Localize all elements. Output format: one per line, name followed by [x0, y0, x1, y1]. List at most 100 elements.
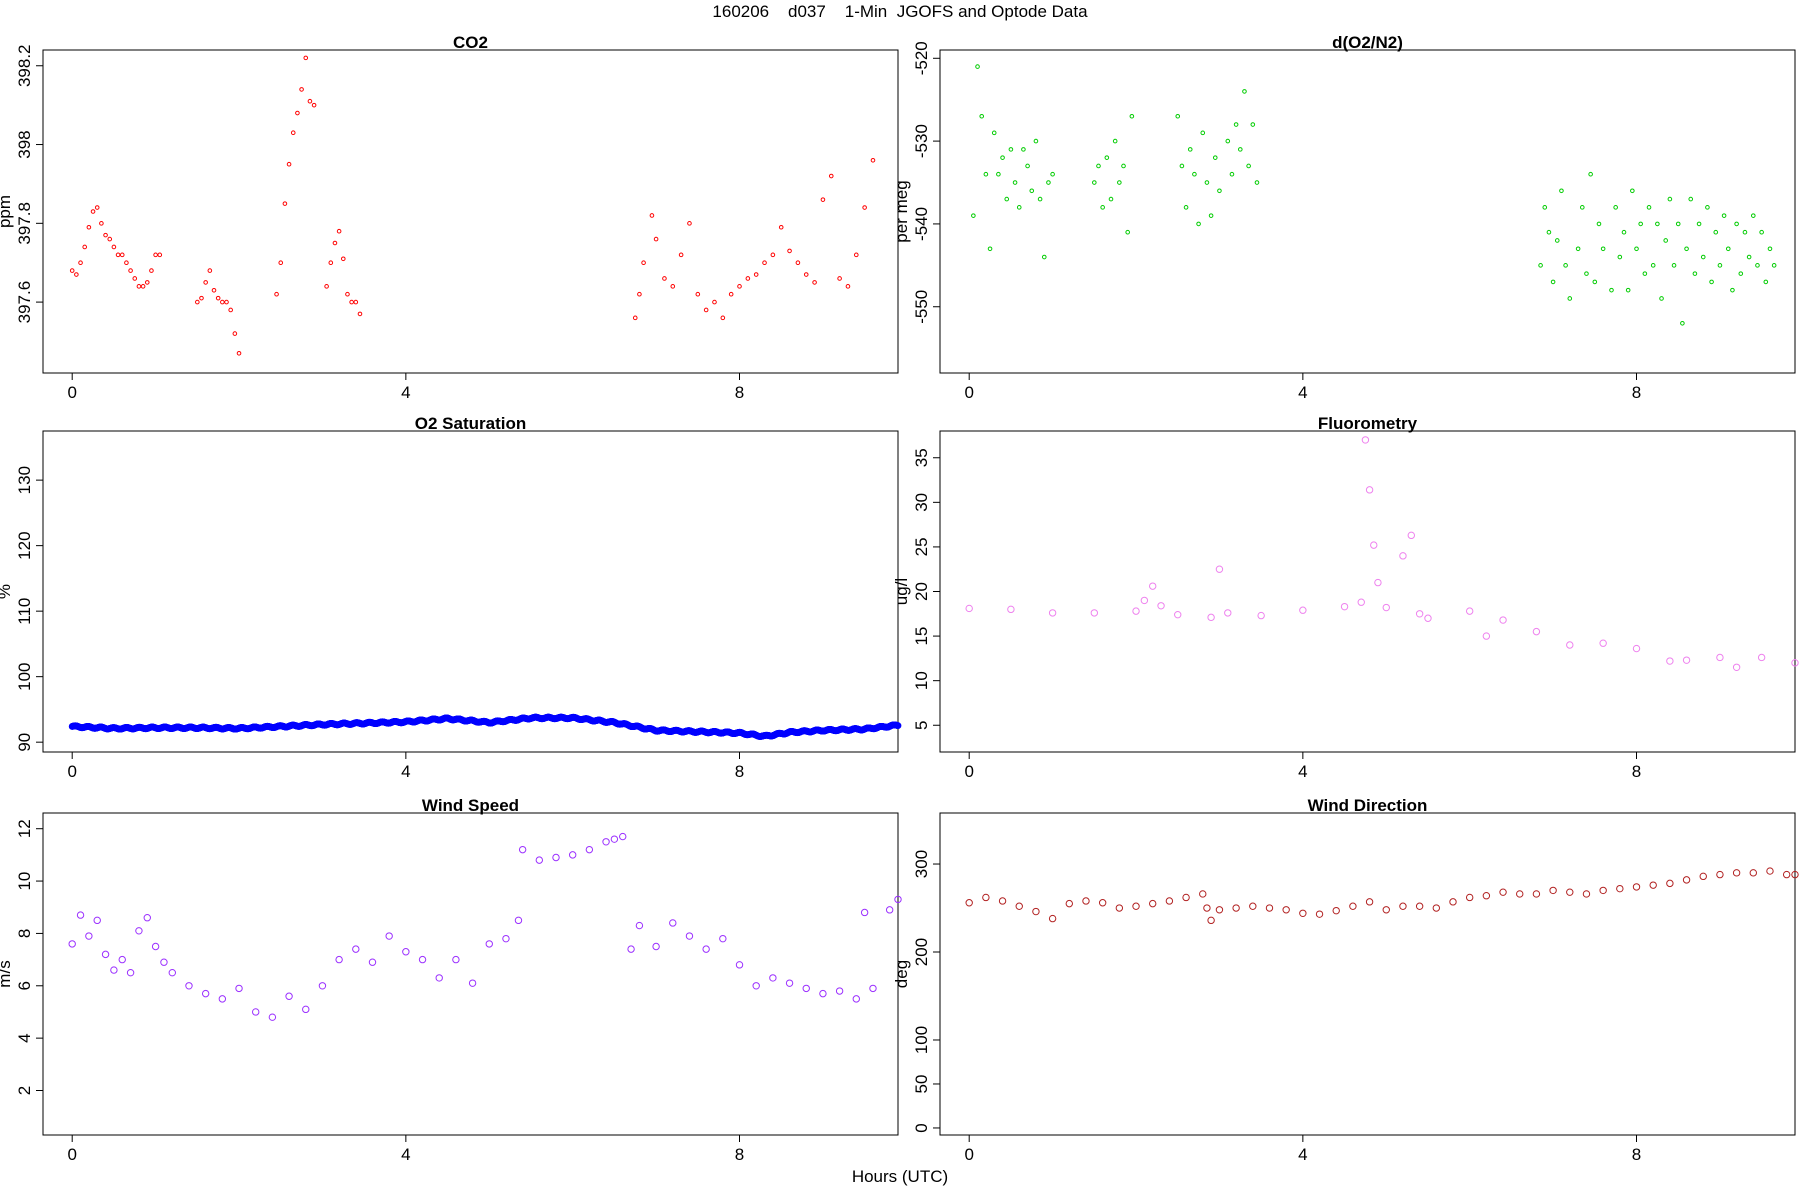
- do2n2-point-57: [1575, 246, 1581, 252]
- winddir-point-28: [1399, 902, 1407, 910]
- winddir-point-36: [1532, 890, 1541, 898]
- do2n2-point-40: [1217, 188, 1222, 194]
- fluor-y-tick-label-4: 25: [912, 537, 931, 556]
- co2-point-57: [662, 276, 667, 281]
- winddir-point-50: [1766, 867, 1774, 875]
- windspeed-point-35: [535, 856, 544, 864]
- winddir-point-18: [1232, 904, 1240, 912]
- do2n2-point-11: [1016, 205, 1022, 210]
- fluor-point-22: [1407, 531, 1415, 540]
- co2-point-40: [303, 55, 309, 61]
- winddir-point-14: [1199, 890, 1207, 898]
- winddir-point-15: [1203, 904, 1211, 912]
- fluor-point-7: [1157, 602, 1165, 610]
- do2n2-point-34: [1192, 171, 1197, 177]
- do2n2-point-23: [1104, 155, 1110, 160]
- windspeed-point-14: [201, 989, 210, 998]
- winddir-y-axis-label: deg: [892, 960, 911, 988]
- do2n2-point-13: [1025, 163, 1030, 169]
- co2-point-70: [770, 252, 776, 258]
- co2-point-30: [228, 307, 233, 313]
- do2n2-point-38: [1208, 213, 1214, 218]
- o2sat-y-tick-label-3: 120: [15, 531, 34, 559]
- co2-point-9: [107, 236, 113, 242]
- co2-point-1: [74, 272, 79, 277]
- co2-point-2: [78, 260, 83, 266]
- do2n2-point-75: [1655, 221, 1660, 227]
- co2-plot-frame: [42, 49, 899, 374]
- do2n2-point-21: [1096, 163, 1101, 169]
- do2n2-point-47: [1250, 122, 1256, 127]
- co2-point-59: [678, 252, 684, 258]
- do2n2-point-84: [1692, 271, 1698, 276]
- co2-point-32: [236, 351, 242, 356]
- do2n2-point-20: [1092, 180, 1097, 185]
- do2n2-point-14: [1029, 188, 1035, 194]
- co2-point-14: [128, 268, 133, 273]
- panel-do2n2: d(O2/N2) per meg 0 4 8 -550 -540 -530 -520: [892, 33, 1796, 402]
- fluor-point-20: [1382, 603, 1390, 612]
- windspeed-point-38: [585, 845, 594, 854]
- winddir-point-7: [1082, 897, 1090, 905]
- co2-point-50: [353, 299, 359, 305]
- fluor-x-tick-label-0: 0: [964, 762, 973, 781]
- co2-point-52: [632, 315, 638, 321]
- winddir-y-tick-label-3: 200: [912, 938, 931, 966]
- co2-point-3: [82, 244, 88, 250]
- do2n2-point-24: [1108, 196, 1114, 202]
- do2n2-point-39: [1212, 155, 1218, 160]
- windspeed-y-axis-label: m/s: [0, 960, 14, 987]
- co2-point-48: [345, 291, 350, 297]
- fluor-y-tick-label-1: 10: [912, 671, 931, 690]
- winddir-point-38: [1566, 888, 1574, 896]
- do2n2-point-36: [1200, 130, 1206, 136]
- winddir-point-43: [1649, 881, 1657, 889]
- windspeed-point-29: [452, 955, 460, 964]
- co2-y-tick-label-2: 398: [15, 130, 34, 158]
- windspeed-point-19: [285, 992, 293, 1000]
- do2n2-point-80: [1675, 221, 1681, 227]
- winddir-point-26: [1365, 898, 1374, 906]
- fluor-point-21: [1399, 552, 1407, 560]
- fluor-point-10: [1215, 565, 1224, 573]
- fluor-point-18: [1370, 541, 1378, 549]
- windspeed-point-27: [418, 955, 427, 964]
- do2n2-point-3: [983, 171, 989, 177]
- windspeed-point-10: [151, 942, 160, 951]
- fluor-y-tick-label-5: 30: [912, 493, 931, 512]
- do2n2-point-42: [1229, 171, 1235, 177]
- o2sat-y-axis-label: %: [0, 584, 14, 599]
- co2-point-46: [336, 228, 342, 234]
- windspeed-plot-frame: [42, 812, 899, 1136]
- co2-point-61: [695, 291, 701, 297]
- co2-point-66: [737, 284, 742, 289]
- winddir-point-22: [1299, 909, 1307, 917]
- panel-fluor: Fluorometry ug/l 0 4 8 5 10 15 20 25 30 35: [892, 414, 1799, 781]
- windspeed-title: Wind Speed: [422, 796, 519, 815]
- winddir-point-41: [1616, 884, 1624, 893]
- winddir-y-tick-label-2: 100: [912, 1026, 931, 1054]
- do2n2-point-83: [1688, 196, 1694, 202]
- co2-point-78: [837, 276, 842, 281]
- do2n2-point-8: [1004, 196, 1010, 202]
- windspeed-x-tick-label-2: 8: [735, 1145, 744, 1164]
- windspeed-point-18: [268, 1013, 277, 1021]
- co2-point-35: [282, 201, 288, 206]
- windspeed-point-52: [785, 979, 794, 987]
- do2n2-point-102: [1767, 246, 1773, 252]
- do2n2-point-85: [1696, 221, 1702, 227]
- co2-point-54: [641, 260, 646, 266]
- do2n2-point-74: [1650, 263, 1656, 268]
- fluor-point-19: [1374, 578, 1382, 587]
- winddir-point-9: [1115, 904, 1124, 912]
- do2n2-point-73: [1646, 205, 1652, 210]
- co2-point-62: [703, 307, 709, 313]
- winddir-x-tick-label-2: 8: [1632, 1145, 1641, 1164]
- x-axis-label: Hours (UTC): [851, 1167, 949, 1186]
- co2-point-44: [328, 260, 334, 266]
- do2n2-point-95: [1738, 271, 1744, 276]
- co2-point-72: [787, 248, 792, 254]
- co2-point-51: [357, 311, 363, 317]
- co2-x-tick-label-1: 4: [401, 383, 410, 402]
- winddir-point-16: [1207, 916, 1215, 925]
